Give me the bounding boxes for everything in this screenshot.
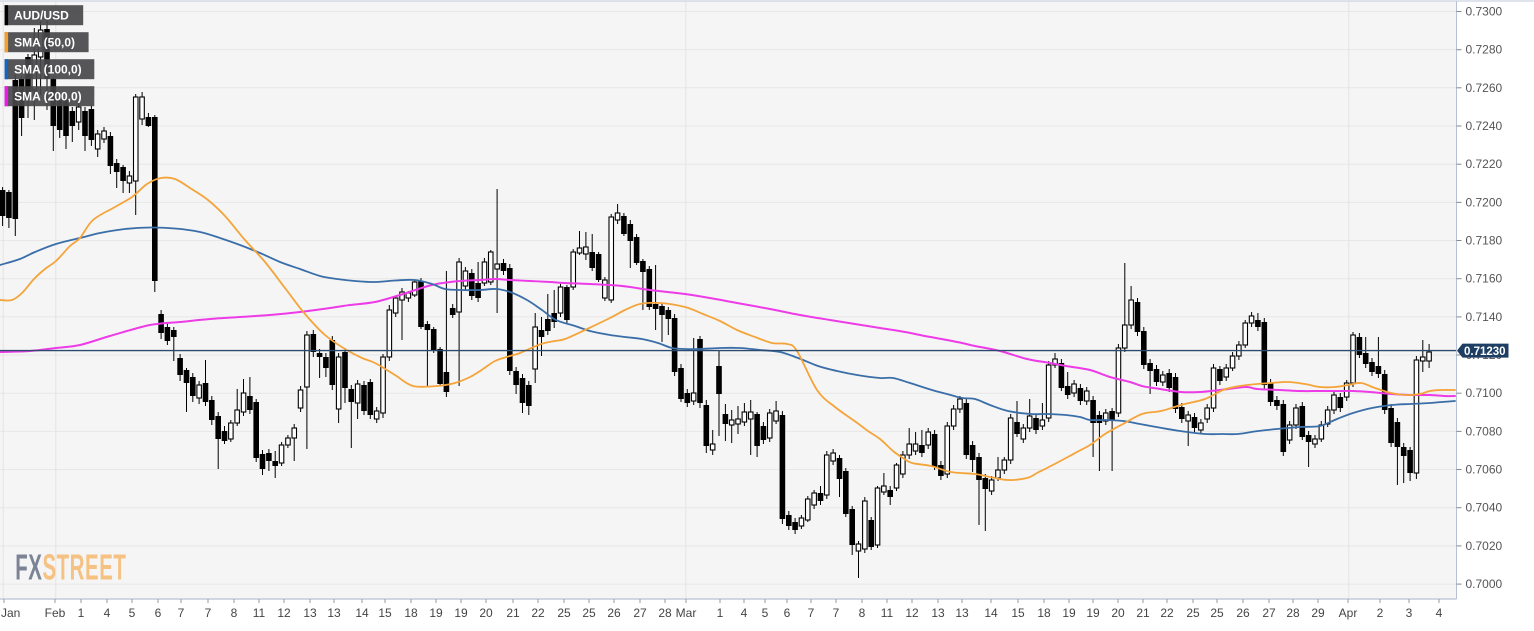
svg-text:13: 13 (327, 606, 341, 620)
svg-text:2: 2 (1377, 606, 1384, 620)
svg-text:0.7200: 0.7200 (1466, 195, 1503, 209)
svg-text:0.7280: 0.7280 (1466, 43, 1503, 57)
svg-text:8: 8 (231, 606, 238, 620)
svg-text:0.7140: 0.7140 (1466, 310, 1503, 324)
svg-text:12: 12 (905, 606, 919, 620)
svg-text:25: 25 (1210, 606, 1224, 620)
svg-text:26: 26 (607, 606, 621, 620)
svg-text:6: 6 (155, 606, 162, 620)
svg-text:27: 27 (633, 606, 647, 620)
svg-text:25: 25 (1186, 606, 1200, 620)
svg-text:FXSTREET: FXSTREET (15, 547, 126, 588)
svg-text:4: 4 (741, 606, 748, 620)
svg-text:0.7160: 0.7160 (1466, 272, 1503, 286)
svg-text:0.71230: 0.71230 (1464, 346, 1506, 358)
svg-text:26: 26 (1236, 606, 1250, 620)
svg-text:13: 13 (955, 606, 969, 620)
svg-text:25: 25 (557, 606, 571, 620)
svg-text:0.7180: 0.7180 (1466, 234, 1503, 248)
svg-text:11: 11 (253, 606, 266, 620)
svg-text:0.7080: 0.7080 (1466, 424, 1503, 438)
svg-text:SMA (50,0): SMA (50,0) (14, 36, 75, 50)
svg-text:15: 15 (1011, 606, 1025, 620)
svg-text:13: 13 (303, 606, 317, 620)
svg-text:14: 14 (355, 606, 369, 620)
svg-text:SMA (100,0): SMA (100,0) (14, 63, 82, 77)
svg-text:7: 7 (833, 606, 840, 620)
svg-text:22: 22 (531, 606, 545, 620)
svg-text:Apr: Apr (1339, 606, 1358, 620)
svg-text:20: 20 (479, 606, 493, 620)
svg-text:15: 15 (378, 606, 392, 620)
svg-text:19: 19 (454, 606, 468, 620)
svg-text:6: 6 (784, 606, 791, 620)
svg-text:21: 21 (1136, 606, 1150, 620)
svg-text:SMA (200,0): SMA (200,0) (14, 90, 82, 104)
svg-text:0.7240: 0.7240 (1466, 119, 1503, 133)
svg-text:0.7060: 0.7060 (1466, 463, 1503, 477)
svg-text:20: 20 (1111, 606, 1125, 620)
svg-text:28: 28 (658, 606, 672, 620)
svg-text:11: 11 (881, 606, 894, 620)
svg-text:0.7020: 0.7020 (1466, 539, 1503, 553)
svg-text:21: 21 (506, 606, 520, 620)
svg-text:4: 4 (104, 606, 111, 620)
svg-text:AUD/USD: AUD/USD (14, 9, 69, 23)
svg-text:0.7040: 0.7040 (1466, 501, 1503, 515)
svg-text:8: 8 (859, 606, 866, 620)
svg-text:22: 22 (1160, 606, 1174, 620)
svg-text:18: 18 (404, 606, 418, 620)
svg-text:3: 3 (1406, 606, 1413, 620)
svg-text:19: 19 (1086, 606, 1100, 620)
svg-text:Mar: Mar (676, 606, 697, 620)
svg-text:0.7100: 0.7100 (1466, 386, 1503, 400)
svg-text:0.7260: 0.7260 (1466, 81, 1503, 95)
svg-text:18: 18 (1037, 606, 1051, 620)
svg-text:Jan: Jan (1, 606, 20, 620)
svg-text:5: 5 (762, 606, 769, 620)
svg-text:7: 7 (205, 606, 212, 620)
svg-text:13: 13 (931, 606, 945, 620)
svg-text:4: 4 (1436, 606, 1443, 620)
svg-text:7: 7 (808, 606, 815, 620)
svg-text:0.7000: 0.7000 (1466, 577, 1503, 591)
svg-text:27: 27 (1262, 606, 1276, 620)
svg-text:1: 1 (717, 606, 724, 620)
svg-text:28: 28 (1286, 606, 1300, 620)
svg-text:0.7300: 0.7300 (1466, 5, 1503, 19)
svg-text:0.7220: 0.7220 (1466, 157, 1503, 171)
svg-text:25: 25 (582, 606, 596, 620)
svg-text:14: 14 (984, 606, 998, 620)
svg-text:29: 29 (1311, 606, 1325, 620)
svg-text:19: 19 (1062, 606, 1076, 620)
svg-text:5: 5 (129, 606, 136, 620)
svg-text:19: 19 (429, 606, 443, 620)
svg-text:7: 7 (178, 606, 185, 620)
svg-text:12: 12 (277, 606, 291, 620)
svg-text:Feb: Feb (45, 606, 66, 620)
svg-text:1: 1 (78, 606, 85, 620)
